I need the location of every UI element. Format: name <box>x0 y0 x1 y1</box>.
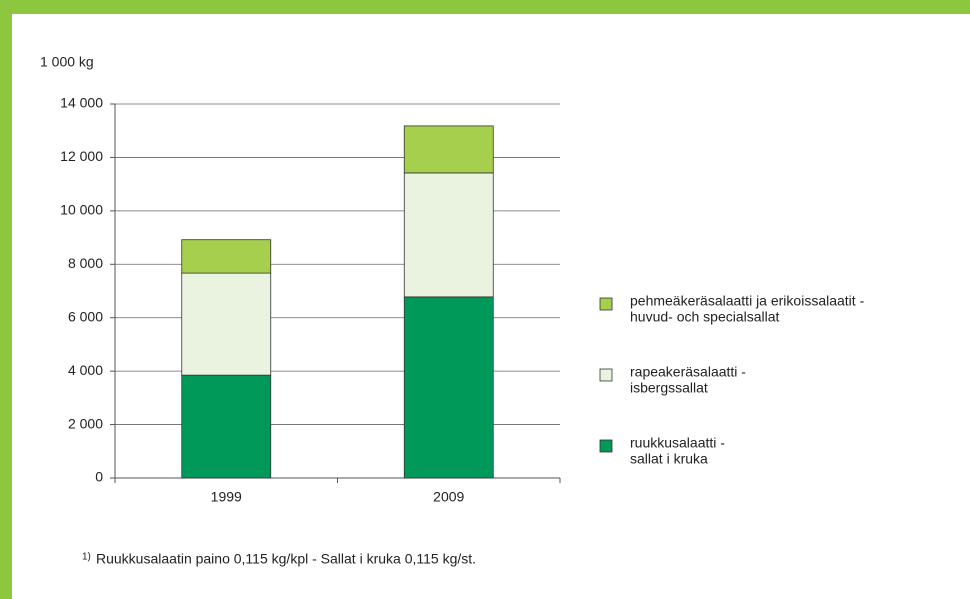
y-tick-label: 14 000 <box>60 95 103 111</box>
y-tick-label: 6 000 <box>68 308 103 324</box>
legend-label: pehmeäkeräsalaatti ja erikoissalaatit - <box>630 293 865 309</box>
y-tick-label: 8 000 <box>68 255 103 271</box>
legend-label: ruukkusalaatti - <box>630 435 725 451</box>
frame-left <box>0 0 12 599</box>
legend-label: sallat i kruka <box>630 451 708 467</box>
legend-label: rapeakeräsalaatti - <box>630 364 746 380</box>
bar-segment <box>181 272 272 376</box>
legend-label: isbergssallat <box>630 380 708 396</box>
legend-swatch <box>599 368 613 382</box>
bar-segment <box>181 374 272 479</box>
bar-segment <box>403 125 494 174</box>
x-tick-label: 1999 <box>211 489 242 505</box>
bar-segment <box>403 172 494 298</box>
frame-top <box>0 0 970 14</box>
y-tick-label: 4 000 <box>68 362 103 378</box>
x-tick-label: 2009 <box>433 489 464 505</box>
legend-swatch <box>599 439 613 453</box>
y-tick-label: 0 <box>95 469 103 485</box>
legend-label: huvud- och specialsallat <box>630 309 780 325</box>
bar-segment <box>181 239 272 274</box>
legend-swatch <box>599 297 613 311</box>
y-tick-label: 10 000 <box>60 202 103 218</box>
y-tick-label: 2 000 <box>68 415 103 431</box>
y-tick-label: 12 000 <box>60 148 103 164</box>
note: Ruukkusalaatin paino 0,115 kg/kpl - Sall… <box>96 551 476 567</box>
note-marker: 1) <box>82 552 91 563</box>
bar-segment <box>403 296 494 479</box>
y-axis-label: 1 000 kg <box>40 54 94 70</box>
